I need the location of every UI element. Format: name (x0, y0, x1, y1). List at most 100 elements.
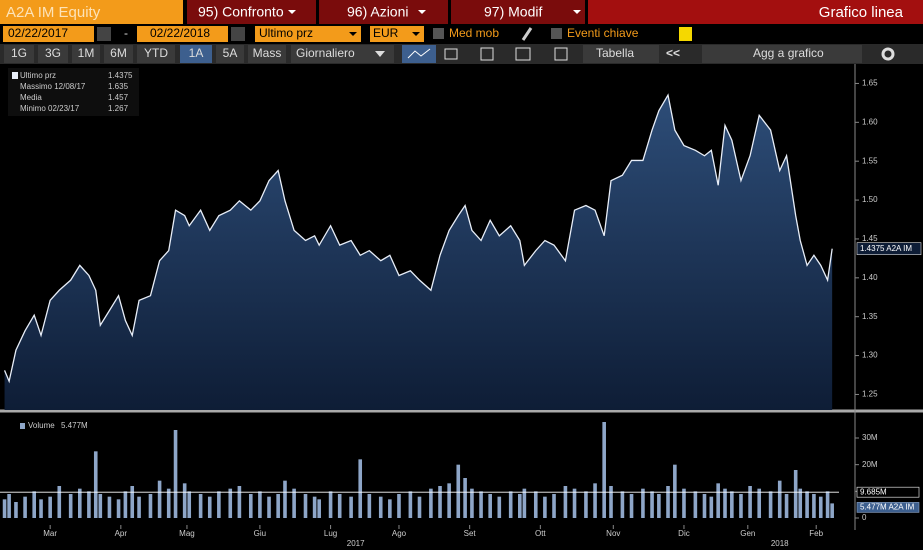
volume-bar (130, 486, 135, 518)
period-button[interactable] (137, 45, 175, 63)
x-tick-label: Dic (678, 529, 690, 538)
ohlc-icon[interactable] (515, 47, 531, 61)
frequency-select[interactable] (291, 45, 394, 63)
separator: - (124, 26, 128, 40)
calendar-icon[interactable] (97, 27, 111, 41)
volume-bar (497, 496, 502, 518)
volume-bar (417, 496, 422, 518)
add-button[interactable] (702, 45, 862, 63)
checkbox[interactable] (433, 28, 444, 39)
volume-bar (757, 488, 762, 518)
volume-bar (378, 496, 383, 518)
volume-bar (217, 491, 221, 518)
dropdown-arrow (288, 10, 296, 14)
view-bar (588, 0, 923, 24)
hlc-icon[interactable] (554, 47, 568, 61)
period-label: Mass (253, 46, 282, 60)
legend-swatch (12, 72, 18, 79)
volume-bar (207, 496, 212, 518)
y-tick-label: 1.65 (862, 79, 878, 88)
tab[interactable] (187, 0, 316, 24)
pencil-icon[interactable] (521, 27, 533, 41)
x-tick-label: Ott (535, 529, 546, 538)
volume-bar (818, 496, 823, 518)
volume-bar (693, 491, 698, 518)
period-button[interactable] (4, 45, 34, 63)
volume-bar (723, 488, 727, 518)
x-tick-label: Giu (254, 529, 266, 538)
volume-bar (508, 491, 513, 518)
x-tick-label: Nov (606, 529, 620, 538)
year-label: 2017 (347, 539, 365, 548)
volume-bar (682, 488, 686, 518)
table-button[interactable] (583, 45, 659, 63)
volume-bar (609, 486, 613, 518)
candle-icon[interactable] (444, 48, 458, 60)
volume-tag-label: 5.477M A2A IM (860, 503, 915, 512)
price-area (4, 95, 833, 410)
y-tick-label: 1.50 (862, 195, 878, 204)
period-button[interactable] (38, 45, 68, 63)
info-icon[interactable] (679, 27, 692, 41)
period-button[interactable] (72, 45, 100, 63)
bar-icon[interactable] (480, 47, 494, 61)
volume-bar (367, 494, 372, 518)
tab[interactable] (451, 0, 585, 24)
y-tick-label: 1.25 (862, 390, 878, 399)
volume-bar (793, 470, 798, 518)
period-button[interactable] (180, 45, 212, 63)
volume-tag (856, 502, 920, 513)
volume-bar (447, 483, 451, 518)
volume-bar (87, 491, 91, 518)
date-field[interactable] (3, 26, 94, 42)
volume-bar (237, 486, 242, 518)
period-button[interactable] (248, 45, 286, 63)
dropdown-arrow (412, 32, 420, 36)
volume-bar (107, 496, 112, 518)
legend-label: Ultimo prz (20, 71, 56, 80)
volume-bar (292, 488, 296, 518)
x-tick-label: Lug (324, 529, 337, 538)
volume-tag (856, 486, 920, 498)
settings-icon[interactable] (881, 47, 895, 61)
volume-bar (805, 491, 809, 518)
currency-select[interactable] (370, 26, 424, 42)
period-label: 3G (45, 46, 61, 60)
period-button[interactable] (216, 45, 244, 63)
calendar-icon[interactable] (231, 27, 245, 41)
field-select[interactable] (255, 26, 361, 42)
volume-bar (312, 496, 317, 518)
volume-bar (317, 499, 321, 518)
security-field[interactable] (0, 0, 183, 24)
legend-value: 1.635 (108, 82, 129, 91)
volume-bar (456, 464, 461, 518)
frequency: Giornaliero (296, 46, 355, 60)
period-label: YTD (144, 46, 168, 60)
volume-bar (673, 464, 677, 518)
volume-bar (337, 494, 342, 518)
volume-bar (23, 496, 27, 518)
period-button[interactable] (104, 45, 133, 63)
checkbox[interactable] (551, 28, 562, 39)
volume-bar (518, 494, 522, 518)
period-label: 6M (110, 46, 127, 60)
volume-bar (602, 422, 606, 518)
volume-bar (825, 491, 830, 518)
date-field[interactable] (137, 26, 228, 42)
volume-bar (702, 494, 707, 518)
tab-label: 96) Azioni (347, 4, 408, 20)
volume-bar (552, 494, 556, 518)
volume-bar (388, 499, 392, 518)
volume-bar (488, 494, 492, 518)
legend-value: 1.457 (108, 93, 129, 102)
volume-bar (77, 488, 82, 518)
option: Med mob (449, 26, 499, 40)
period-label: 1G (11, 46, 27, 60)
volume-bar (137, 496, 141, 518)
collapse[interactable]: << (666, 46, 680, 60)
x-tick-label: Gen (740, 529, 755, 538)
y-tick-label: 1.30 (862, 351, 878, 360)
tab-label: 97) Modif (484, 4, 542, 20)
tab[interactable] (319, 0, 448, 24)
